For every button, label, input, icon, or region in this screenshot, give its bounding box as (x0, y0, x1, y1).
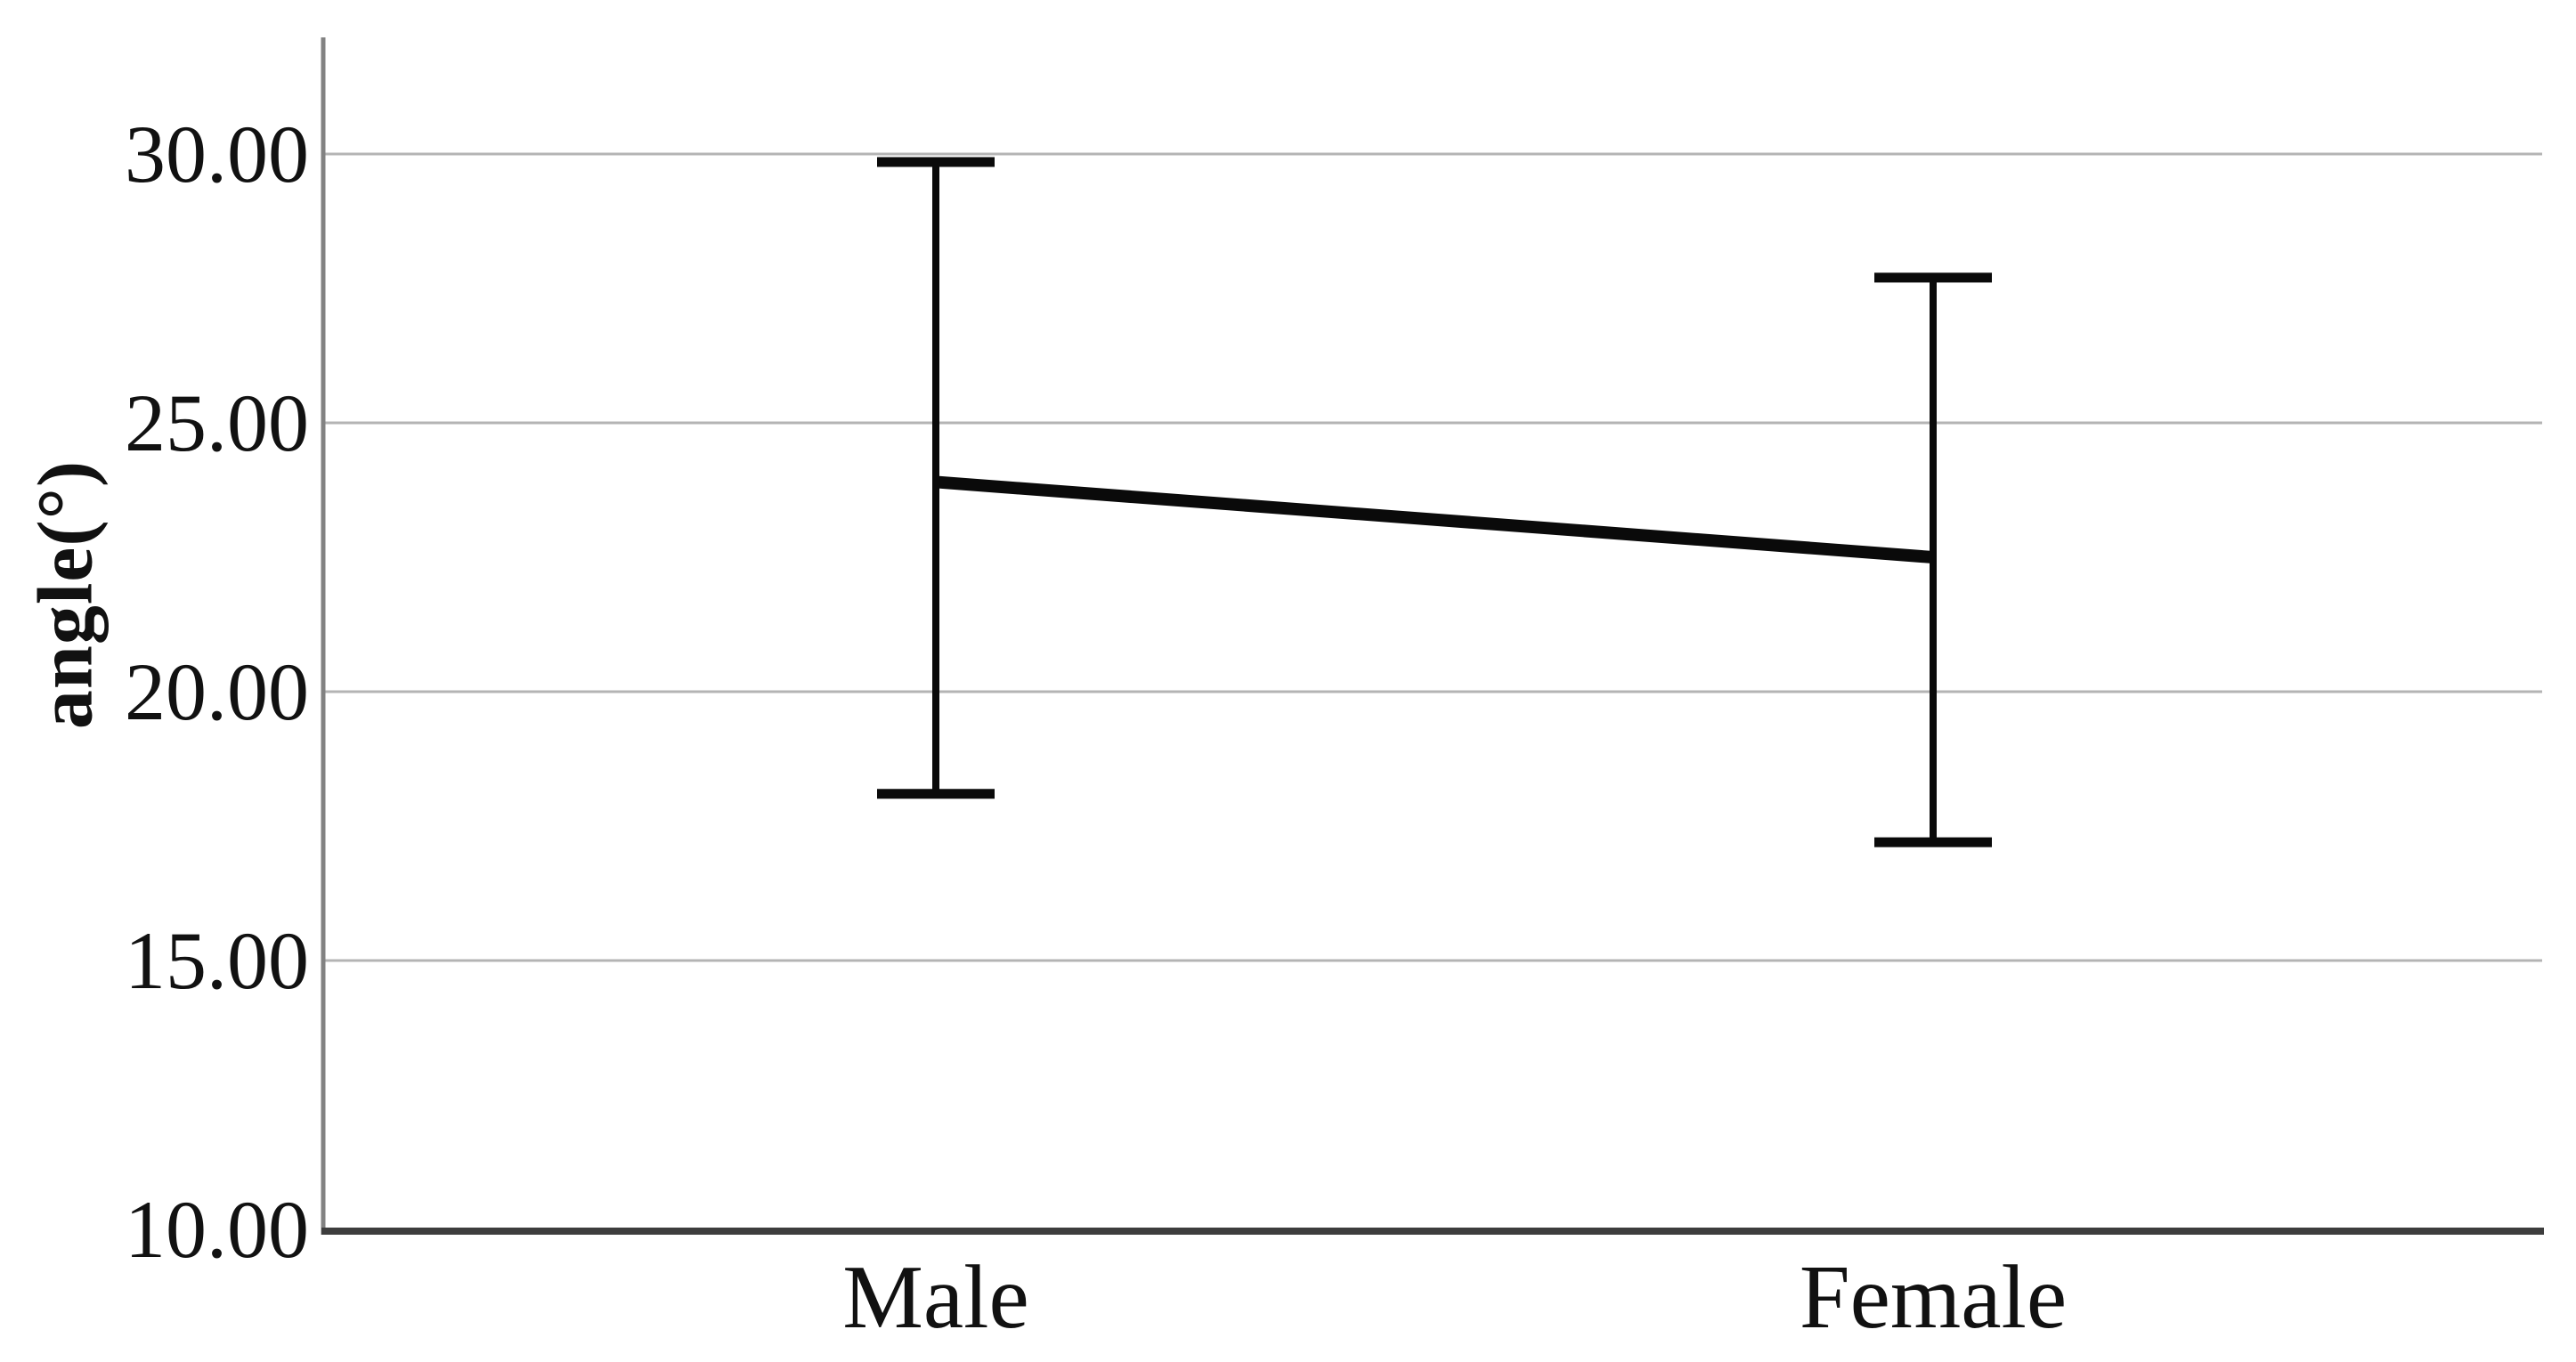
y-tick-label-15: 15.00 (125, 915, 309, 1006)
mean-line (935, 475, 1934, 563)
y-tick-label-10: 10.00 (125, 1184, 309, 1275)
y-tick-label-25: 25.00 (125, 377, 309, 468)
x-category-label-female: Female (1799, 1247, 2068, 1348)
y-tick-label-30: 30.00 (125, 109, 309, 199)
y-tick-label-20: 20.00 (125, 646, 309, 737)
x-category-label-male: Male (842, 1247, 1029, 1348)
